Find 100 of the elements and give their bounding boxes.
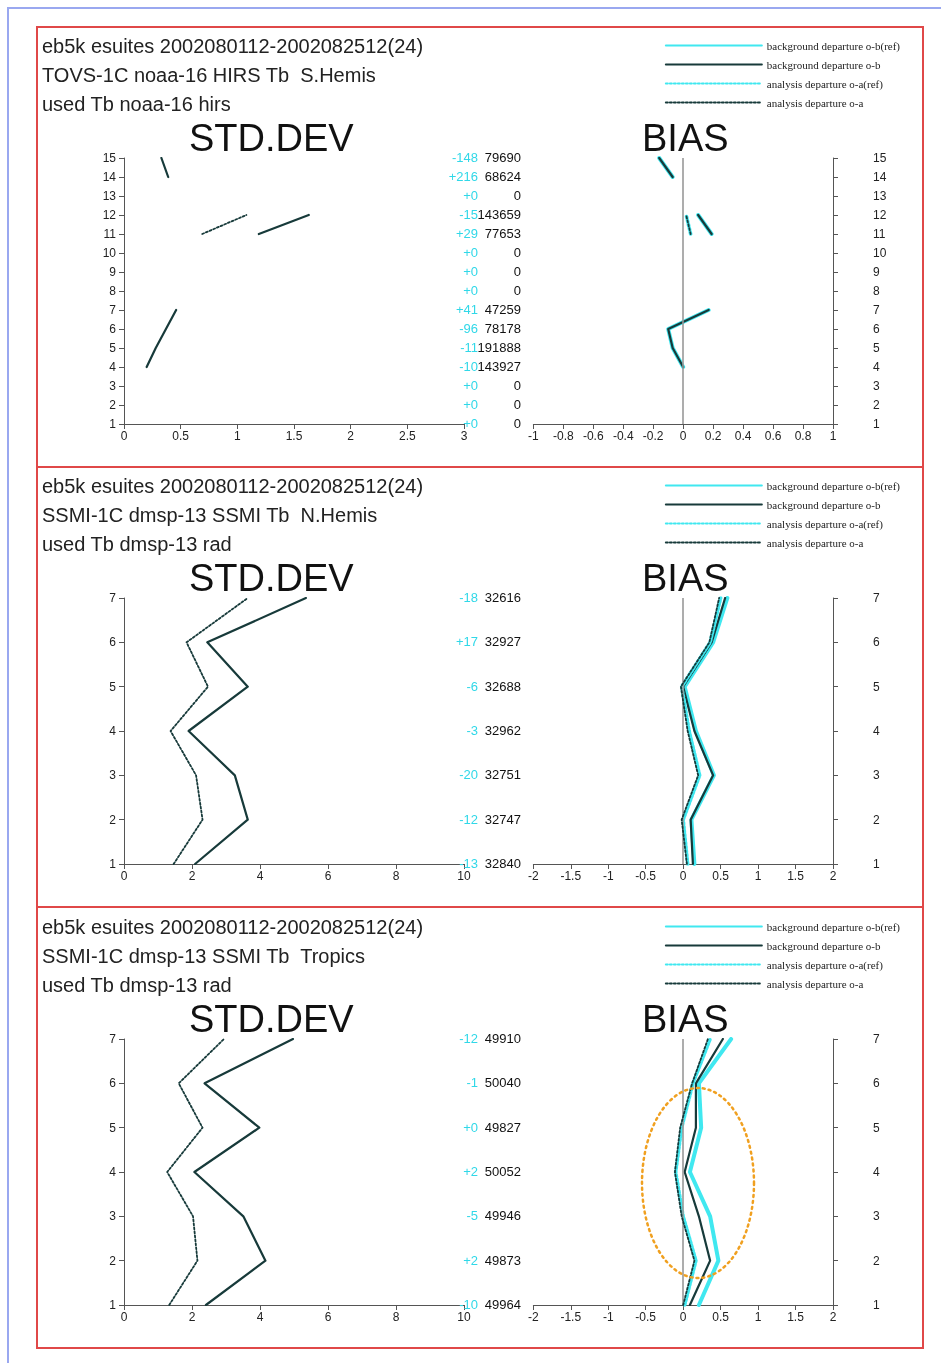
annotation: +216 [448,169,478,185]
text: analysis departure o-a [766,977,864,990]
x-tick-label: 0.5 [712,1310,730,1324]
y-tick-label: 13 [102,189,117,203]
y-tick-label: 9 [109,265,117,279]
text: 68624 [484,169,521,185]
y2-tick-label: 3 [873,1209,880,1224]
annotation: +0 [463,397,478,413]
x-tick-label: -0.5 [635,1310,657,1324]
x-tick-label: 2 [188,869,196,883]
y-tick-label: 7 [109,1032,117,1046]
annotation: +29 [455,226,478,242]
text: 79690 [484,150,521,166]
annotation: -13 [459,856,478,871]
x-tick-label: -1 [602,1310,614,1324]
text: background departure o-b(ref) [766,479,901,493]
text: 32840 [484,856,521,872]
y2-tick-label: 4 [873,724,880,738]
annotation: +2 [463,1164,478,1180]
x-tick-label: 10 [457,869,471,883]
annotation: -10 [459,1297,478,1312]
line-series [193,1037,295,1307]
annotation: -18 [459,590,478,606]
annotation: -96 [459,321,478,337]
y2-tick-label: 2 [873,1253,880,1268]
x-tick-label: 0.4 [734,429,752,443]
x-tick-label: 4 [256,1310,264,1324]
x-tick-label: -0.8 [552,429,574,443]
y-tick-label: 5 [109,341,117,355]
y-tick-label: 10 [102,246,117,260]
text: 49873 [484,1252,521,1269]
x-tick-label: -0.4 [612,429,634,443]
annotation: -20 [459,767,478,784]
line-series [166,1038,225,1306]
y2-tick-label: 5 [873,679,880,694]
y-tick-label: 4 [109,724,117,738]
text: 32751 [484,767,521,784]
y2-tick-label: 7 [873,1032,880,1046]
line-series [187,596,307,866]
text: used Tb dmsp-13 rad [42,533,232,555]
y-tick-label: 11 [103,227,117,241]
x-tick-label: 8 [392,869,400,883]
annotation: -15 [459,207,478,223]
text: eb5k esuites 2002080112-2002082512(24) [42,475,424,497]
text: 32688 [484,678,521,695]
y-tick-label: 1 [109,857,117,871]
text: -5 [466,1208,478,1225]
annotation: +0 [463,283,478,299]
y2-tick-label: 1 [873,417,880,431]
y2-tick-label: 15 [873,151,887,165]
y-tick-label: 5 [109,1120,117,1135]
text: analysis departure o-a [766,536,864,549]
annotation: -12 [459,1031,478,1047]
text: 32747 [484,811,521,828]
y2-tick-label: 5 [873,341,880,355]
y-tick-label: 2 [109,398,117,412]
text: analysis departure o-a(ref) [766,77,884,91]
y-tick-label: 6 [109,635,117,650]
text: 0 [513,397,521,413]
text: 0 [513,283,521,299]
x-tick-label: 1 [754,869,762,883]
text: 49910 [484,1031,521,1047]
annotation: +0 [463,264,478,280]
text: -3 [466,723,478,739]
y-tick-label: 2 [109,1253,117,1268]
y-tick-label: 4 [109,360,117,374]
annotation: +0 [463,245,478,261]
text: 143659 [477,207,521,223]
y-tick-label: 7 [109,591,117,605]
y-tick-label: 5 [109,679,117,694]
y2-tick-label: 3 [873,768,880,783]
text: 191888 [477,340,521,356]
annotation: -148 [451,150,478,166]
text: 49946 [484,1208,521,1225]
x-tick-label: -2 [528,869,539,883]
text: 0 [513,264,521,280]
x-tick-label: 0 [120,429,128,443]
y2-tick-label: 4 [873,360,880,374]
chart-title: BIAS [642,557,729,599]
y-tick-label: 14 [102,170,117,184]
x-tick-label: 1 [754,1310,762,1324]
text: eb5k esuites 2002080112-2002082512(24) [42,916,424,938]
text: used Tb noaa-16 hirs [42,93,231,115]
text: -1 [466,1075,478,1092]
y2-tick-label: 8 [873,284,880,298]
y2-tick-label: 11 [873,227,886,241]
x-tick-label: 2 [829,1310,837,1324]
x-tick-label: -1.5 [560,1310,582,1324]
line-series [683,1037,724,1307]
chart-title: BIAS [642,117,729,159]
text: 0 [513,378,521,394]
y2-tick-label: 1 [873,1298,880,1312]
x-tick-label: 0 [120,1310,128,1324]
text: background departure o-b [766,58,881,71]
text: 0 [513,416,521,432]
y2-tick-label: 1 [873,857,880,871]
y-tick-label: 6 [109,1076,117,1091]
text: 32616 [484,590,521,606]
text: -6 [466,678,478,695]
text: used Tb dmsp-13 rad [42,974,232,996]
